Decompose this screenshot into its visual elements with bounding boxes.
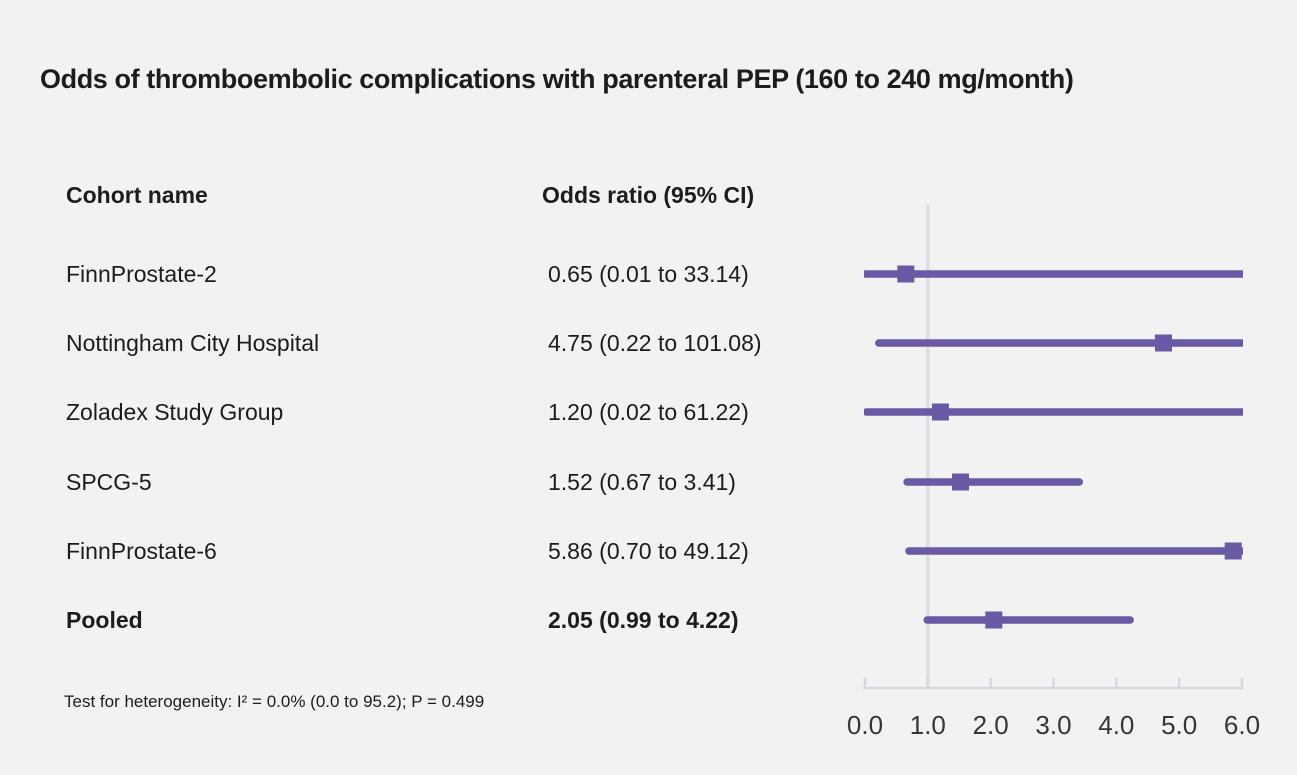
ci-lines-group — [864, 265, 1243, 629]
heterogeneity-note: Test for heterogeneity: I² = 0.0% (0.0 t… — [64, 692, 485, 711]
point-estimate-marker — [1224, 542, 1242, 560]
point-estimate-marker — [897, 265, 915, 283]
odds-ratio-value: 1.52 (0.67 to 3.41) — [548, 469, 736, 495]
x-tick-label: 6.0 — [1224, 710, 1260, 740]
point-estimate-marker — [1154, 334, 1172, 352]
column-header-odds-ratio: Odds ratio (95% CI) — [542, 182, 755, 208]
cohort-name: FinnProstate-2 — [66, 261, 217, 287]
cohort-name: Nottingham City Hospital — [66, 330, 320, 356]
pooled-estimate-marker — [985, 611, 1003, 629]
x-tick-label: 2.0 — [973, 710, 1009, 740]
cohort-name: FinnProstate-6 — [66, 538, 217, 564]
odds-ratio-value: 0.65 (0.01 to 33.14) — [548, 261, 749, 287]
odds-ratio-value: 2.05 (0.99 to 4.22) — [548, 607, 739, 633]
cohort-name: SPCG-5 — [66, 469, 152, 495]
cohort-name: Zoladex Study Group — [66, 399, 284, 425]
x-tick-label: 4.0 — [1098, 710, 1134, 740]
x-tick-label: 1.0 — [910, 710, 946, 740]
odds-ratio-value: 4.75 (0.22 to 101.08) — [548, 330, 762, 356]
column-header-cohort: Cohort name — [66, 182, 208, 208]
x-tick-label: 0.0 — [847, 710, 883, 740]
cohort-name: Pooled — [66, 607, 143, 633]
chart-title: Odds of thromboembolic complications wit… — [40, 64, 1074, 94]
x-tick-label: 3.0 — [1035, 710, 1071, 740]
point-estimate-marker — [952, 473, 970, 491]
point-estimate-marker — [931, 403, 949, 421]
odds-ratio-value: 5.86 (0.70 to 49.12) — [548, 538, 749, 564]
odds-ratio-value: 1.20 (0.02 to 61.22) — [548, 399, 749, 425]
x-tick-label: 5.0 — [1161, 710, 1197, 740]
